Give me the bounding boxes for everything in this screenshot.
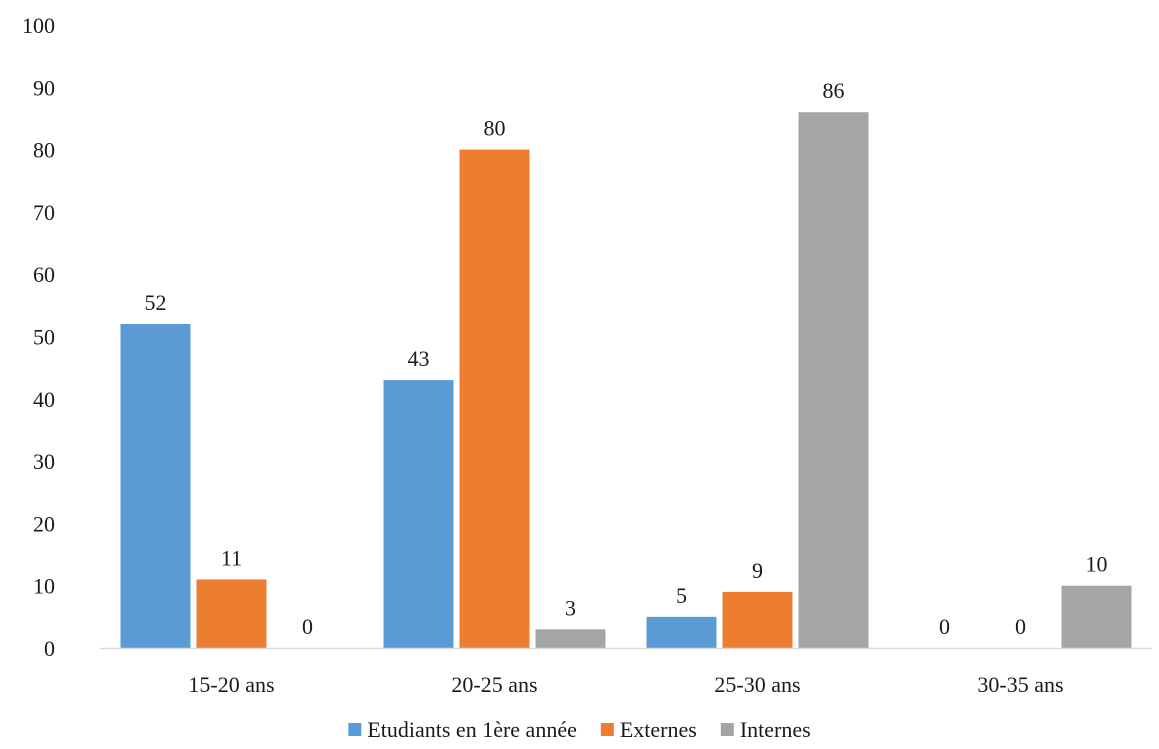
data-label: 11: [221, 545, 242, 570]
y-tick-label: 70: [33, 200, 55, 225]
bar: [459, 149, 530, 648]
x-tick-label: 25-30 ans: [714, 672, 800, 697]
legend-item: Externes: [600, 717, 697, 742]
y-axis: 0 10 20 30 40 50 60 70 80 90 100: [22, 13, 55, 661]
legend-item: Internes: [720, 717, 811, 742]
data-label: 0: [939, 614, 950, 639]
legend-swatch: [348, 723, 362, 736]
x-tick-label: 30-35 ans: [977, 672, 1063, 697]
legend-label: Etudiants en 1ère année: [367, 717, 577, 742]
y-tick-label: 50: [33, 325, 55, 350]
data-label: 80: [484, 116, 506, 141]
legend-label: Externes: [620, 717, 697, 742]
data-label: 10: [1086, 552, 1108, 577]
y-tick-label: 10: [33, 574, 55, 599]
bar: [383, 380, 454, 648]
data-label: 86: [823, 78, 845, 103]
y-tick-label: 0: [44, 636, 55, 661]
data-label: 43: [408, 346, 430, 371]
x-axis: 15-20 ans 20-25 ans 25-30 ans 30-35 ans: [100, 647, 1152, 697]
y-tick-label: 90: [33, 75, 55, 100]
y-tick-label: 100: [22, 13, 55, 38]
legend-swatch: [720, 723, 734, 736]
y-tick-label: 60: [33, 262, 55, 287]
data-label: 5: [676, 583, 687, 608]
bar: [798, 112, 869, 649]
bar: [196, 579, 267, 648]
y-tick-label: 80: [33, 138, 55, 163]
bar: [1061, 585, 1132, 648]
y-tick-label: 40: [33, 387, 55, 412]
x-tick-label: 20-25 ans: [451, 672, 537, 697]
y-tick-label: 30: [33, 449, 55, 474]
legend-label: Internes: [740, 717, 811, 742]
bar: [535, 629, 606, 648]
data-label: 52: [145, 290, 167, 315]
bar: [120, 324, 191, 648]
data-label: 0: [1015, 614, 1026, 639]
x-tick-label: 15-20 ans: [188, 672, 274, 697]
legend: Etudiants en 1ère année Externes Internes: [348, 717, 811, 742]
data-label: 0: [302, 614, 313, 639]
bar: [722, 591, 793, 648]
legend-swatch: [600, 723, 614, 736]
bars: 52 11 0 43 80 3 5 9 86 0 0 10: [120, 78, 1132, 649]
data-label: 3: [565, 595, 576, 620]
y-tick-label: 20: [33, 511, 55, 536]
legend-item: Etudiants en 1ère année: [348, 717, 577, 742]
data-label: 9: [752, 558, 763, 583]
bar: [646, 616, 717, 648]
